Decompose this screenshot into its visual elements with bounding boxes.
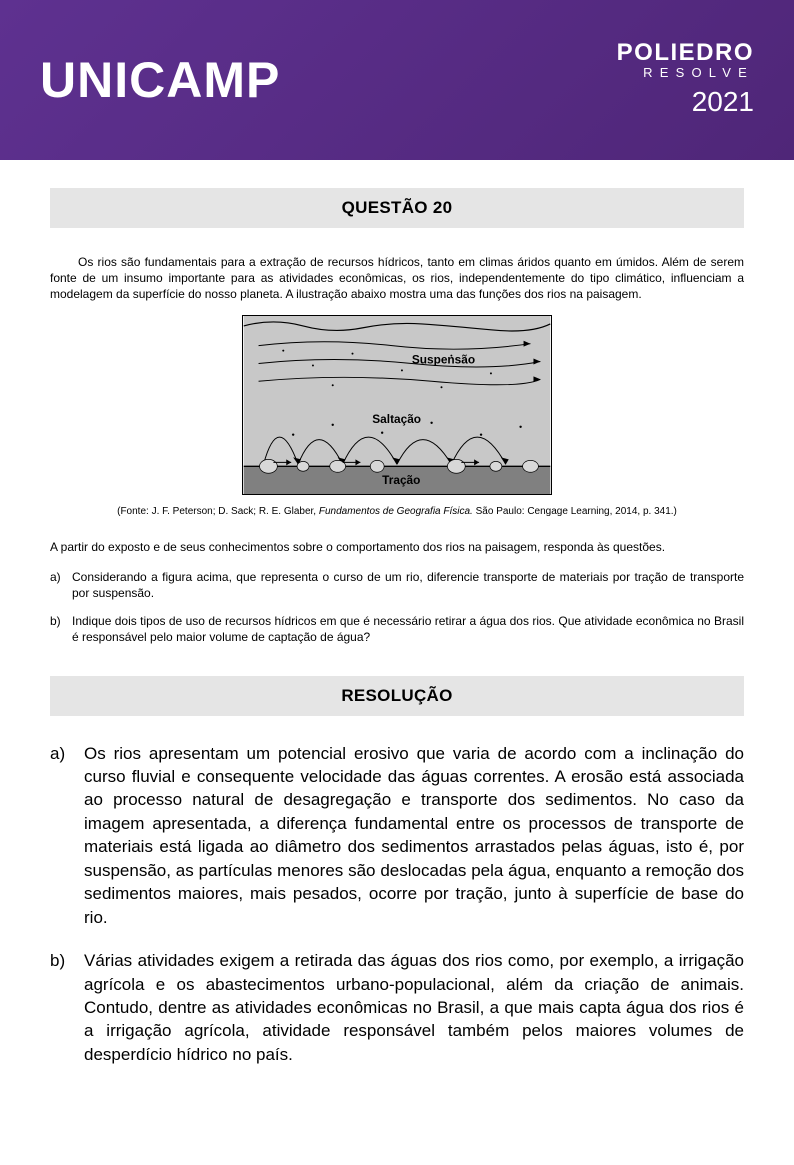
question-intro: Os rios são fundamentais para a extração…	[50, 254, 744, 303]
label-suspensao: Suspensão	[412, 352, 475, 366]
poliedro-logo: POLIEDRO RESOLVE 2021	[617, 42, 754, 118]
diagram-container: Suspensão Saltação	[50, 315, 744, 500]
item-marker: b)	[50, 613, 72, 645]
citation-prefix: (Fonte: J. F. Peterson; D. Sack; R. E. G…	[117, 506, 319, 517]
unicamp-logo: UNICAMP	[40, 51, 280, 109]
page-header: UNICAMP POLIEDRO RESOLVE 2021	[0, 0, 794, 160]
answer-b: b) Várias atividades exigem a retirada d…	[50, 949, 744, 1066]
answer-a: a) Os rios apresentam um potencial erosi…	[50, 742, 744, 930]
label-tracao: Tração	[382, 473, 420, 487]
item-text: Indique dois tipos de uso de recursos hí…	[72, 613, 744, 645]
question-prompt: A partir do exposto e de seus conhecimen…	[50, 539, 744, 555]
poliedro-main: POLIEDRO	[617, 42, 754, 65]
page-content: QUESTÃO 20 Os rios são fundamentais para…	[0, 160, 794, 1066]
poliedro-sub: RESOLVE	[617, 65, 754, 80]
citation-suffix: São Paulo: Cengage Learning, 2014, p. 34…	[473, 506, 677, 517]
year: 2021	[617, 86, 754, 118]
citation-italic: Fundamentos de Geografia Física.	[319, 506, 473, 517]
question-title: QUESTÃO 20	[50, 188, 744, 228]
label-saltacao: Saltação	[372, 411, 421, 425]
answer-marker: b)	[50, 949, 84, 1066]
item-text: Considerando a figura acima, que represe…	[72, 569, 744, 601]
question-item-a: a) Considerando a figura acima, que repr…	[50, 569, 744, 601]
answer-text: Os rios apresentam um potencial erosivo …	[84, 742, 744, 930]
river-transport-diagram: Suspensão Saltação	[242, 315, 552, 495]
citation: (Fonte: J. F. Peterson; D. Sack; R. E. G…	[50, 506, 744, 517]
question-items: a) Considerando a figura acima, que repr…	[50, 569, 744, 646]
answer-text: Várias atividades exigem a retirada das …	[84, 949, 744, 1066]
answer-marker: a)	[50, 742, 84, 930]
question-item-b: b) Indique dois tipos de uso de recursos…	[50, 613, 744, 645]
item-marker: a)	[50, 569, 72, 601]
resolution-title: RESOLUÇÃO	[50, 676, 744, 716]
